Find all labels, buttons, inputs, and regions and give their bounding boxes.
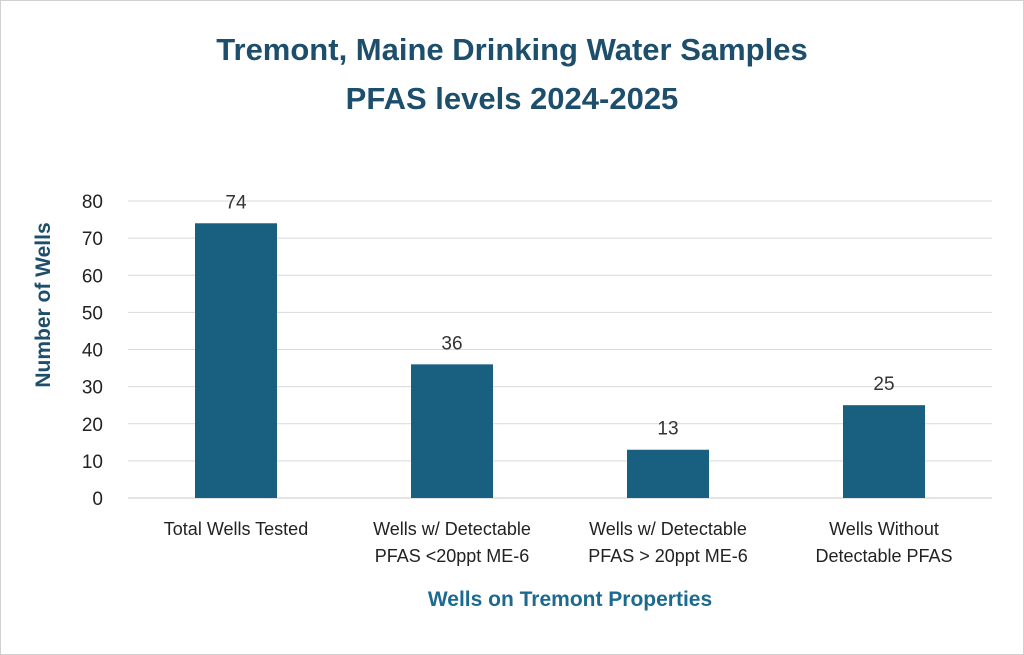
y-tick-label-70: 70 [82,229,103,250]
y-tick-label-80: 80 [82,192,103,213]
bar-1 [411,364,493,498]
bar-2 [627,449,709,498]
chart-title-line-1: Tremont, Maine Drinking Water Samples [216,32,808,67]
data-label-0: 74 [225,192,247,213]
y-tick-label-0: 0 [92,489,103,510]
x-axis-title: Wells on Tremont Properties [427,588,713,611]
category-label-without-detectable: Wells Without Detectable PFAS [815,519,953,566]
bar-0 [195,223,277,498]
category-label-detectable-under-20ppt: Wells w/ Detectable PFAS <20ppt ME-6 [373,519,531,566]
data-label-3: 25 [873,374,894,395]
y-tick-label-10: 10 [82,452,103,473]
bar-3 [843,405,925,498]
y-tick-label-20: 20 [82,415,103,436]
category-label-total-wells-tested: Total Wells Tested [163,519,309,539]
y-tick-label-50: 50 [82,303,103,324]
chart-title-line-2: PFAS levels 2024-2025 [345,81,679,116]
data-label-2: 13 [657,419,678,440]
y-tick-label-30: 30 [82,378,103,399]
category-label-detectable-over-20ppt: Wells w/ Detectable PFAS > 20ppt ME-6 [588,519,748,566]
y-axis-title: Number of Wells [32,222,55,388]
y-tick-label-40: 40 [82,341,103,362]
data-label-1: 36 [441,333,462,354]
y-tick-label-60: 60 [82,266,103,287]
